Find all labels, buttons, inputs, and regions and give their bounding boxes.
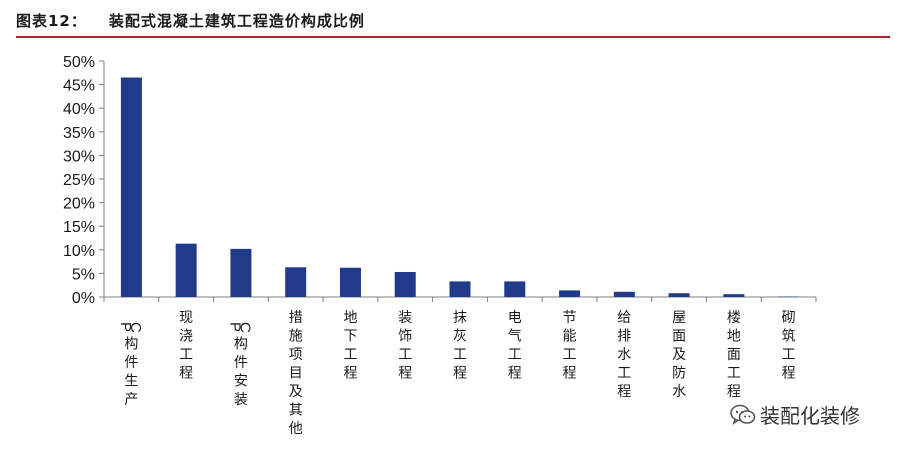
- bar: [668, 293, 690, 297]
- bar: [504, 281, 526, 297]
- category-label: 楼地面工程: [727, 310, 741, 400]
- bar: [449, 281, 471, 297]
- bar: [613, 291, 635, 297]
- bar: [230, 248, 252, 297]
- category-label: 措施项目及其他: [289, 310, 303, 437]
- y-tick-label: 45%: [63, 78, 95, 95]
- category-label: 地下工程: [343, 310, 357, 382]
- category-label: 现浇工程: [179, 310, 193, 382]
- y-axis: 0% 5% 10% 15% 20% 25% 30% 35% 40% 45% 50%: [63, 54, 105, 307]
- wechat-icon: [730, 404, 756, 426]
- bars: [120, 77, 800, 298]
- x-axis: [103, 296, 817, 302]
- bar: [175, 243, 197, 297]
- figure-header: 图表12： 装配式混凝土建筑工程造价构成比例: [16, 8, 890, 38]
- bar: [120, 77, 142, 298]
- category-label: PC 构件安装: [226, 322, 253, 408]
- y-tick-label: 10%: [63, 243, 95, 260]
- bar: [723, 294, 745, 297]
- bar: [559, 290, 581, 297]
- category-label: 节能工程: [563, 310, 577, 382]
- figure-title: 图表12： 装配式混凝土建筑工程造价构成比例: [16, 10, 365, 31]
- watermark: 装配化装修: [730, 400, 860, 430]
- bar: [285, 267, 307, 297]
- bar: [778, 296, 800, 298]
- header-divider: [16, 36, 890, 38]
- y-tick-label: 5%: [72, 266, 95, 283]
- category-label: PC 构件生产: [117, 322, 144, 408]
- y-tick-label: 35%: [63, 125, 95, 142]
- category-label: 砌筑工程: [782, 310, 796, 382]
- y-tick-label: 15%: [63, 219, 95, 236]
- category-label: 抹灰工程: [453, 310, 467, 382]
- figure-title-text: 装配式混凝土建筑工程造价构成比例: [108, 12, 365, 30]
- category-label: 装饰工程: [398, 310, 412, 382]
- figure-label: 图表12：: [16, 12, 87, 30]
- y-tick-label: 50%: [63, 54, 95, 71]
- bar: [339, 267, 361, 297]
- category-label: 给排水工程: [617, 310, 631, 400]
- watermark-text: 装配化装修: [760, 404, 860, 428]
- category-labels: PC 构件生产 现浇工程 PC 构件安装 措施项目及其他 地下工程 装饰工程 抹灰工程 电气工程 节…: [117, 310, 796, 437]
- y-tick-label: 40%: [63, 101, 95, 118]
- category-label: 屋面及防水: [672, 310, 686, 400]
- y-tick-label: 20%: [63, 196, 95, 213]
- bar: [394, 271, 416, 297]
- y-tick-label: 25%: [63, 172, 95, 189]
- category-label: 电气工程: [508, 310, 522, 382]
- y-tick-label: 0%: [72, 290, 95, 307]
- y-tick-label: 30%: [63, 148, 95, 165]
